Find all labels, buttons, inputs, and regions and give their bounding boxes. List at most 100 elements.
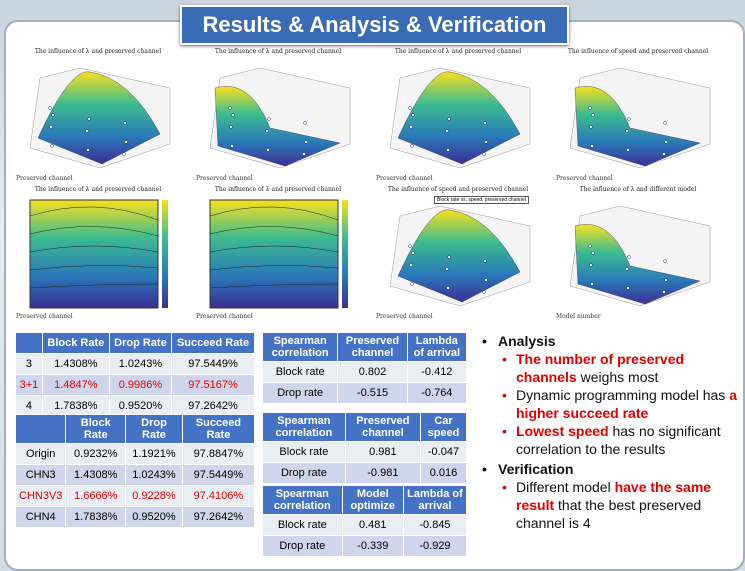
plot-graphic bbox=[123, 121, 127, 125]
axis-label: Preserved channel bbox=[376, 175, 433, 182]
header-cell: Lambda of arrival bbox=[402, 485, 468, 515]
table-cell: 0.9228% bbox=[125, 485, 183, 507]
header-cell: Preserved channel bbox=[344, 412, 421, 442]
plot-graphic bbox=[484, 278, 488, 282]
table-cell: 1.4308% bbox=[41, 353, 110, 375]
table-cell: Drop rate bbox=[262, 535, 343, 557]
axis-label: Preserved channel bbox=[376, 313, 433, 320]
table-cell: 1.7838% bbox=[65, 506, 127, 528]
plot-legend: Block rate vs. speed, preserved channel bbox=[434, 196, 529, 204]
plot-graphic bbox=[445, 267, 449, 271]
table-cell: -0.339 bbox=[341, 535, 404, 557]
plot-graphic bbox=[29, 245, 159, 253]
table-cell: 0.9986% bbox=[108, 374, 173, 396]
plot-graphic bbox=[446, 148, 450, 152]
plot-graphic bbox=[590, 144, 594, 148]
table-row: 3 1.4308% 1.0243% 97.5449% bbox=[15, 353, 255, 375]
table-cell: 0.802 bbox=[337, 361, 408, 383]
plot-graphic bbox=[408, 244, 412, 248]
plot-graphic bbox=[626, 286, 630, 290]
table-cell: Origin bbox=[14, 443, 67, 465]
table-row: Block rate 0.981 -0.047 bbox=[262, 441, 468, 463]
bullet-text: that the best preserved channel is 4 bbox=[516, 497, 702, 531]
plot-graphic bbox=[229, 125, 233, 129]
plot-graphic bbox=[625, 267, 629, 271]
header-cell: Succeed Rate bbox=[181, 414, 256, 444]
axis-label: Preserved channel bbox=[196, 313, 253, 320]
plot-image bbox=[569, 205, 711, 307]
table-cell: 4 bbox=[15, 395, 43, 417]
table-cell: -0.515 bbox=[337, 382, 408, 404]
table-cell: 97.4106% bbox=[181, 485, 256, 507]
plot-graphic bbox=[483, 259, 487, 263]
plot-graphic bbox=[209, 206, 339, 221]
plot-graphic bbox=[410, 282, 414, 286]
plot-graphic bbox=[29, 265, 159, 271]
bullet-list: AnalysisThe number of preserved channels… bbox=[476, 330, 738, 532]
plot-image bbox=[389, 67, 531, 169]
table-cell: 3+1 bbox=[15, 374, 43, 396]
table-row: Origin 0.9232% 1.1921% 97.8847% bbox=[14, 443, 256, 465]
plot-graphic bbox=[663, 121, 667, 125]
plot-graphic bbox=[627, 255, 631, 259]
table-cell: 3 bbox=[15, 353, 43, 375]
plot: The influence of speed and preserved cha… bbox=[370, 186, 546, 322]
table-cell: 97.2642% bbox=[181, 506, 256, 528]
header-cell: Model optimize bbox=[341, 485, 404, 515]
header-cell: Spearman correlation bbox=[262, 485, 343, 515]
emphasis-text: a higher succeed rate bbox=[516, 387, 737, 421]
header-cell: Block Rate bbox=[65, 414, 127, 444]
table-cell: Drop rate bbox=[262, 462, 346, 484]
emphasis-text: The number of preserved channels bbox=[516, 351, 685, 385]
table-row: Drop rate -0.339 -0.929 bbox=[262, 535, 468, 557]
axis-label: Model number bbox=[556, 313, 601, 320]
plot-graphic bbox=[48, 106, 52, 110]
table-cell: 1.4847% bbox=[41, 374, 110, 396]
bullet-text: weighs most bbox=[576, 369, 659, 385]
table-cell: -0.981 bbox=[344, 462, 421, 484]
axis-label: Preserved channel bbox=[16, 313, 73, 320]
plot-graphic bbox=[410, 144, 414, 148]
plot: The influence of λ and different model Mo… bbox=[550, 186, 726, 322]
plot-graphic bbox=[303, 121, 307, 125]
plot-image bbox=[209, 67, 351, 169]
plot: The influence of λ and preserved channel… bbox=[190, 186, 366, 322]
table-cell: -0.764 bbox=[406, 382, 468, 404]
plot-graphic bbox=[664, 140, 668, 144]
bullet-text: Verification bbox=[498, 461, 574, 477]
plot-graphic bbox=[574, 86, 701, 167]
table-cell: 1.0243% bbox=[125, 464, 183, 486]
table-cell: CHN3 bbox=[14, 464, 67, 486]
header-row: Spearman correlation Model optimize Lambda… bbox=[262, 485, 468, 515]
table-row: Drop rate -0.515 -0.764 bbox=[261, 382, 468, 404]
plot-graphic bbox=[85, 129, 89, 133]
axis-label: Preserved channel bbox=[556, 175, 613, 182]
plot-graphic bbox=[590, 282, 594, 286]
header-cell: Drop Rate bbox=[108, 332, 173, 354]
plot-graphic bbox=[588, 244, 592, 248]
plot-title: The influence of λ and preserved channel bbox=[394, 48, 522, 55]
plot-graphic bbox=[664, 278, 668, 282]
plot-graphic bbox=[588, 106, 592, 110]
emphasis-text: have the same result bbox=[516, 479, 712, 513]
table-cell: 97.5449% bbox=[171, 353, 255, 375]
plot-graphic bbox=[589, 263, 593, 267]
bullet-text: Dynamic programming model has bbox=[516, 387, 730, 403]
bullet-item: Lowest speed has no significant correlat… bbox=[476, 422, 738, 458]
plot-graphic bbox=[266, 148, 270, 152]
table-row: 4 1.7838% 0.9520% 97.2642% bbox=[15, 395, 255, 417]
bullet-item: Verification bbox=[476, 460, 738, 478]
plot-title: The influence of λ and preserved channel bbox=[214, 186, 342, 193]
plot-graphic bbox=[50, 144, 54, 148]
plot-title: The influence of λ and different model bbox=[579, 186, 697, 193]
table-row: CHN3 1.4308% 1.0243% 97.5449% bbox=[14, 464, 256, 486]
table-cell: -0.047 bbox=[419, 441, 468, 463]
slide-title: Results & Analysis & Verification bbox=[180, 5, 569, 45]
header-row: Block Rate Drop Rate Succeed Rate bbox=[15, 332, 255, 354]
plot-graphic bbox=[214, 86, 341, 167]
axis-label: Preserved channel bbox=[16, 175, 73, 182]
plot-graphic bbox=[484, 140, 488, 144]
table-cell: CHN4 bbox=[14, 506, 67, 528]
plot-graphic bbox=[209, 199, 339, 309]
